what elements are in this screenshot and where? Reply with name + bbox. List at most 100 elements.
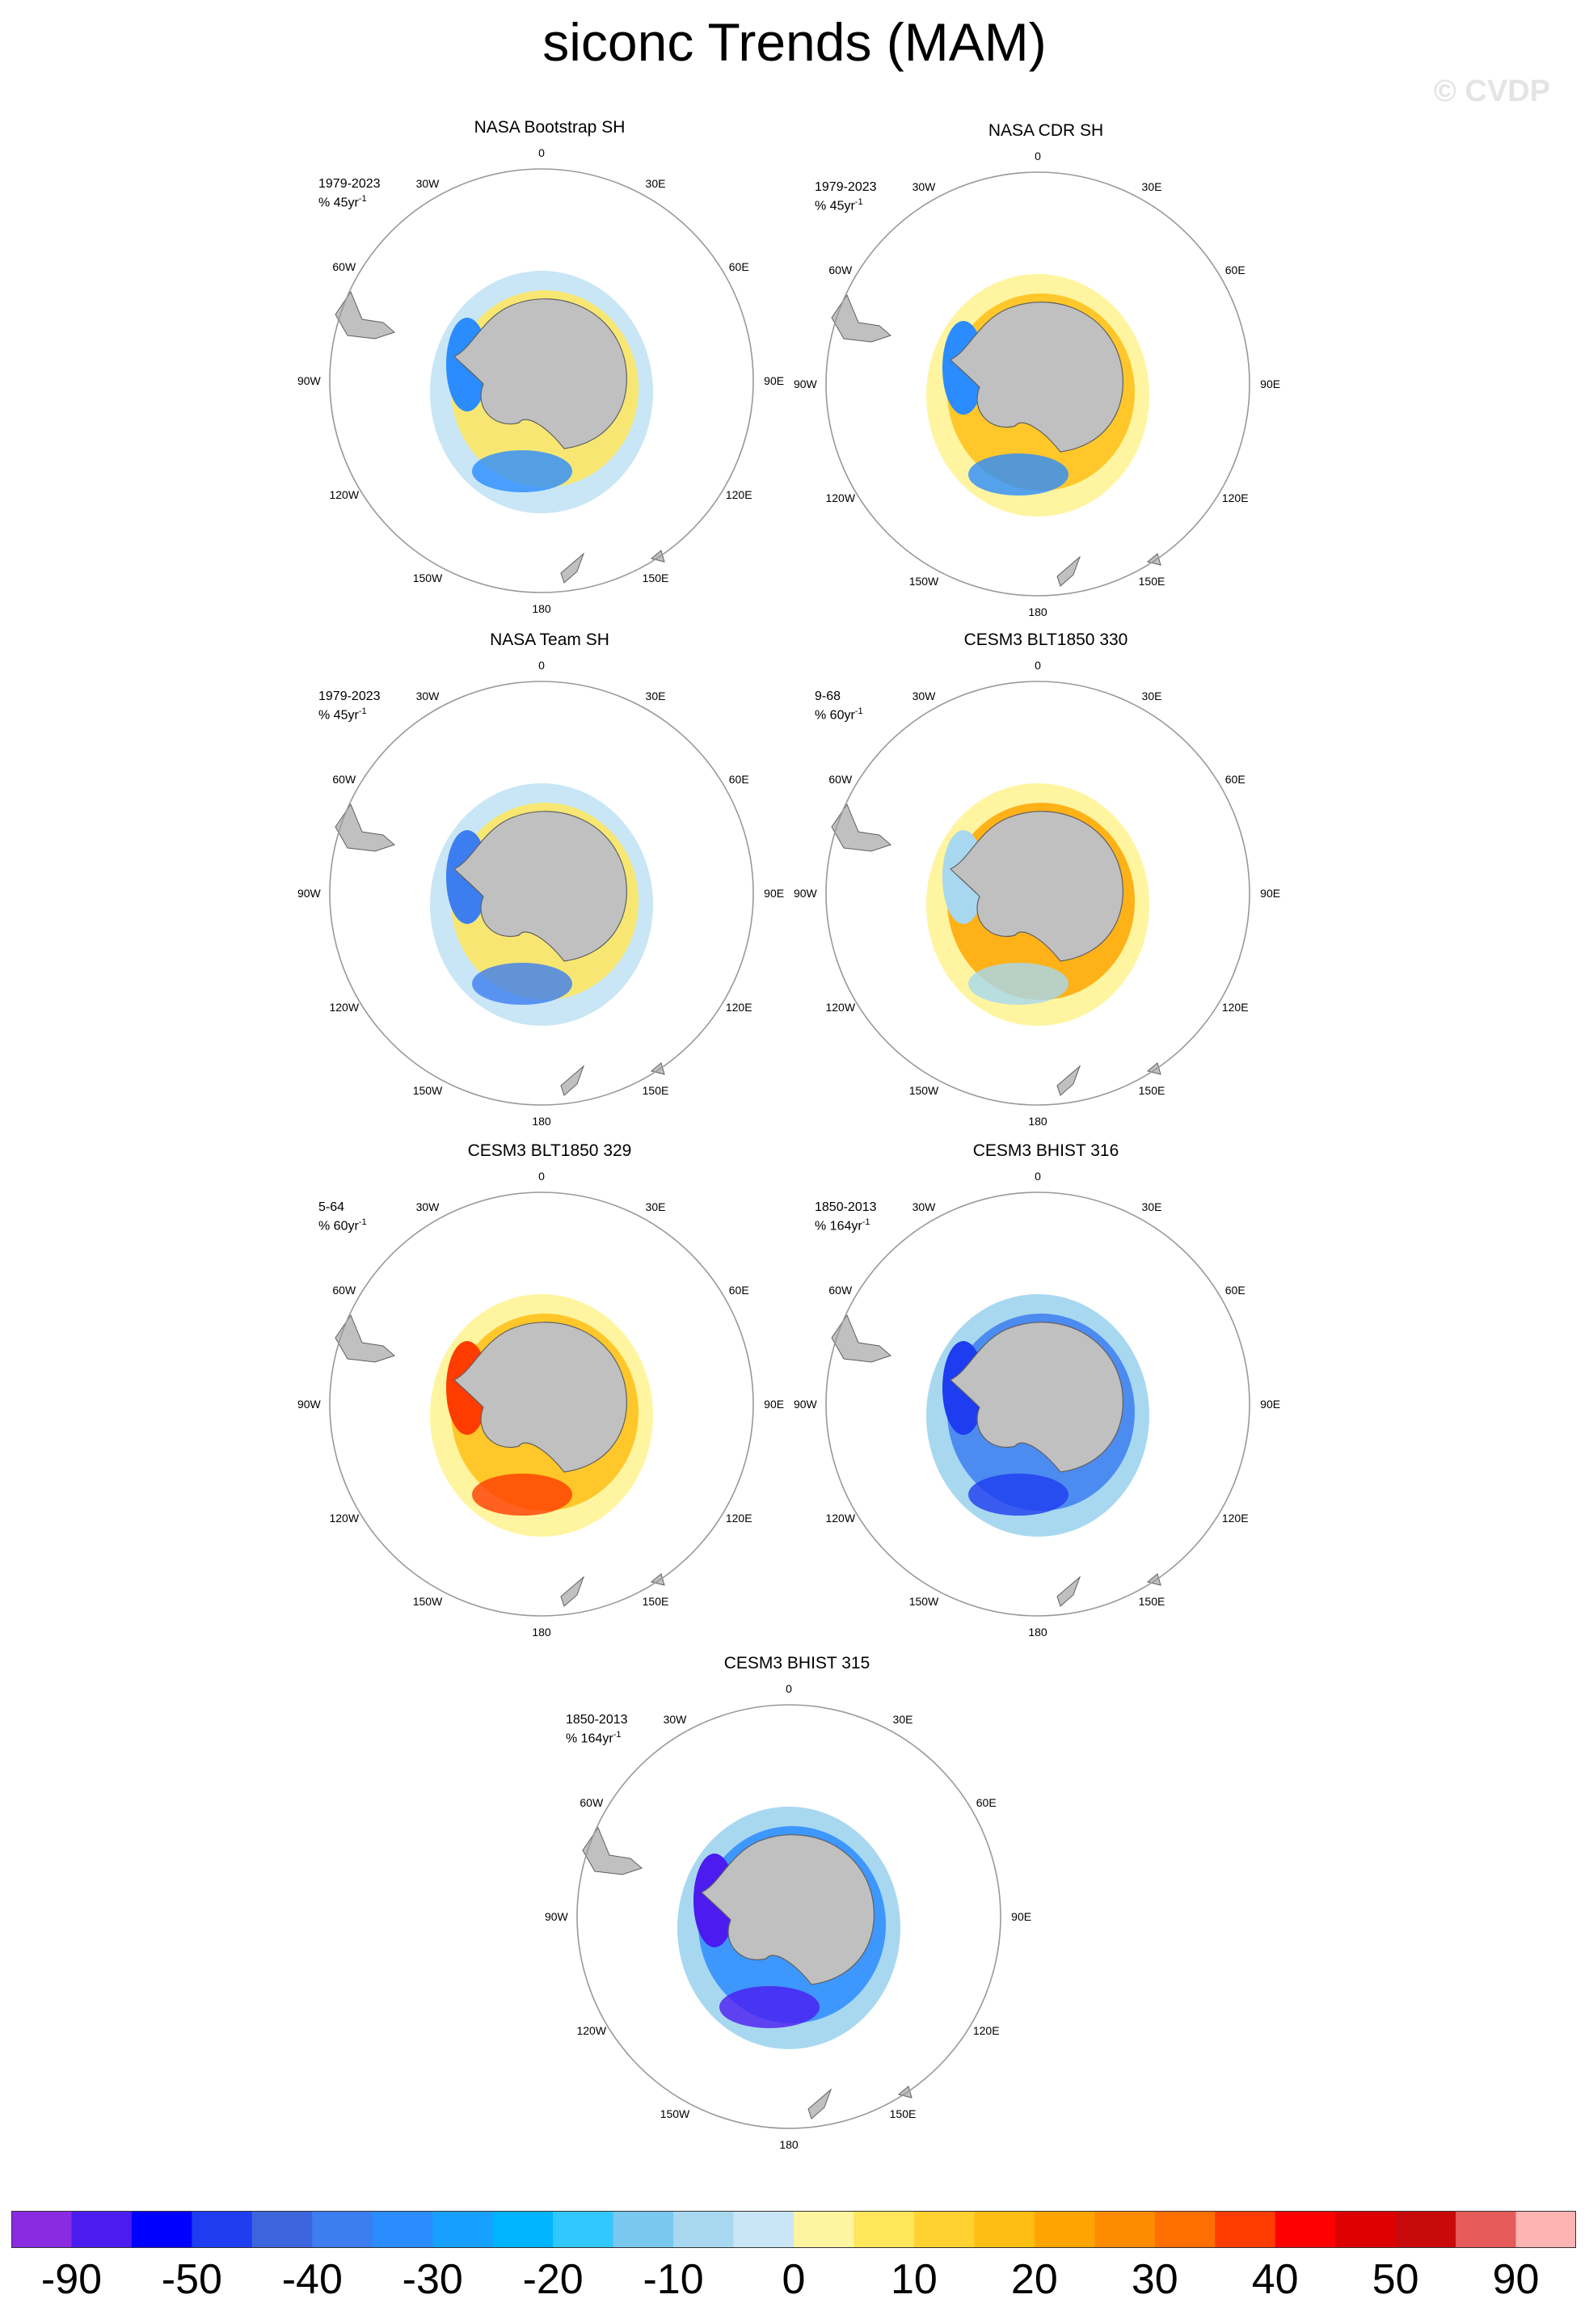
colorbar-swatch xyxy=(733,2211,794,2248)
longitude-label: 90E xyxy=(1260,377,1280,390)
longitude-label: 150W xyxy=(909,1084,939,1097)
colorbar-tick-label: -90 xyxy=(40,2256,103,2303)
figure-title: siconc Trends (MAM) xyxy=(542,12,1047,72)
map-boundary-circle xyxy=(825,681,1250,1106)
longitude-label: 0 xyxy=(1035,150,1041,162)
longitude-label: 120E xyxy=(726,1001,752,1014)
longitude-label: 30W xyxy=(913,1200,937,1213)
longitude-label: 120E xyxy=(726,488,752,501)
longitude-label: 90W xyxy=(545,1910,569,1923)
colorbar-swatch xyxy=(131,2211,192,2248)
colorbar-swatch xyxy=(1094,2211,1156,2248)
longitude-label: 90W xyxy=(297,1398,322,1411)
longitude-label: 120E xyxy=(1222,1001,1249,1014)
trend-field-accent xyxy=(968,1474,1068,1516)
tasmania-landmass xyxy=(650,1062,665,1075)
colorbar-tick-label: 90 xyxy=(1492,2256,1540,2303)
trend-field-accent xyxy=(719,1986,820,2028)
panel-units: % 164yr-1 xyxy=(566,1730,622,1746)
longitude-label: 90E xyxy=(764,374,784,387)
longitude-label: 30W xyxy=(416,177,440,190)
longitude-label: 90E xyxy=(1011,1910,1031,1923)
map-boundary-circle xyxy=(825,171,1250,597)
polar-stereographic-map: 0 30E 60E 90E 120E 150E 180 150W 120W 90W 60W 30W xyxy=(794,659,1280,1128)
panel-years: 1979-2023 xyxy=(815,180,877,194)
colorbar-swatch xyxy=(192,2211,253,2248)
colorbar-swatch xyxy=(1275,2211,1336,2248)
antarctica-landmass xyxy=(949,811,1123,962)
colorbar-swatch xyxy=(794,2211,854,2248)
panel-period-units: 9-68 % 60yr-1 xyxy=(815,689,863,723)
longitude-label: 60W xyxy=(580,1796,604,1809)
longitude-label: 120W xyxy=(329,1512,359,1525)
colorbar-tick-label: -50 xyxy=(161,2256,222,2303)
longitude-label: 60E xyxy=(1225,773,1245,786)
longitude-label: 60E xyxy=(729,773,749,786)
tasmania-landmass xyxy=(650,550,665,563)
polar-stereographic-map: 0 30E 60E 90E 120E 150E 180 150W 120W 90W 60W 30W xyxy=(545,1682,1031,2151)
new-zealand-landmass xyxy=(1056,1065,1081,1096)
longitude-label: 150E xyxy=(643,572,669,584)
colorbar-swatch xyxy=(974,2211,1035,2248)
panel-period-units: 1979-2023 % 45yr-1 xyxy=(318,689,381,723)
longitude-label: 120E xyxy=(1222,491,1249,504)
antarctica-landmass xyxy=(949,1322,1123,1473)
map-panel: CESM3 BLT1850 330 9-68 % 60yr-1 0 30E 60E 90E 1… xyxy=(739,631,1353,1132)
map-panel: CESM3 BHIST 316 1850-2013 % 164yr-1 0 30E 60E… xyxy=(739,1141,1353,1643)
longitude-label: 180 xyxy=(532,602,551,615)
colorbar-swatch xyxy=(1154,2211,1216,2248)
trend-field-accent xyxy=(472,963,572,1005)
colorbar-swatch xyxy=(492,2211,554,2248)
panel-title: CESM3 BHIST 316 xyxy=(972,1141,1119,1160)
longitude-label: 150W xyxy=(413,1595,443,1608)
colorbar-swatch xyxy=(11,2211,72,2248)
panel-period-units: 1979-2023 % 45yr-1 xyxy=(318,176,381,210)
new-zealand-landmass xyxy=(1056,555,1081,587)
longitude-label: 150E xyxy=(890,2107,917,2120)
panel-period-units: 5-64 % 60yr-1 xyxy=(318,1200,367,1234)
new-zealand-landmass xyxy=(1056,1575,1081,1607)
longitude-label: 90E xyxy=(1260,887,1280,900)
map-panel: CESM3 BLT1850 329 5-64 % 60yr-1 0 30E 60E 90E 1… xyxy=(242,1141,857,1643)
map-boundary-circle xyxy=(825,1192,1250,1617)
longitude-label: 90W xyxy=(794,377,818,390)
longitude-label: 90E xyxy=(1260,1398,1280,1411)
longitude-label: 180 xyxy=(1028,1626,1047,1639)
colorbar xyxy=(11,2211,1576,2248)
south-america-landmass xyxy=(335,290,395,340)
longitude-label: 120W xyxy=(825,491,855,504)
longitude-label: 150E xyxy=(643,1084,669,1097)
longitude-label: 30E xyxy=(1142,180,1162,193)
new-zealand-landmass xyxy=(560,1575,585,1607)
south-america-landmass xyxy=(831,1314,891,1363)
map-panel: NASA Team SH 1979-2023 % 45yr-1 0 30E 60E 90E 1… xyxy=(242,631,857,1132)
longitude-label: 60E xyxy=(1225,1284,1245,1297)
longitude-label: 120W xyxy=(825,1512,855,1525)
longitude-label: 60E xyxy=(976,1796,997,1809)
colorbar-tick-label: 50 xyxy=(1372,2256,1419,2303)
longitude-label: 30W xyxy=(913,180,937,193)
colorbar-tick-label: 0 xyxy=(782,2256,806,2303)
longitude-label: 90E xyxy=(764,1398,784,1411)
south-america-landmass xyxy=(831,803,891,852)
colorbar-swatch xyxy=(1034,2211,1095,2248)
panel-years: 1979-2023 xyxy=(318,690,381,703)
longitude-label: 150E xyxy=(643,1595,669,1608)
longitude-label: 0 xyxy=(538,146,545,159)
south-america-landmass xyxy=(335,803,395,852)
longitude-label: 150E xyxy=(1139,1084,1165,1097)
panel-title: CESM3 BLT1850 329 xyxy=(467,1141,632,1160)
longitude-label: 0 xyxy=(786,1682,792,1695)
panel-title: NASA Bootstrap SH xyxy=(474,118,626,137)
longitude-label: 150E xyxy=(1139,575,1165,588)
colorbar-swatch xyxy=(71,2211,133,2248)
colorbar-labels: -90 -50 -40 -30 -20 -10 0 10 20 30 40 50 90 xyxy=(11,2255,1576,2304)
map-boundary-circle xyxy=(576,1704,1001,2129)
colorbar-swatch xyxy=(913,2211,975,2248)
polar-stereographic-map: 0 30E 60E 90E 120E 150E 180 150W 120W 90W 60W 30W xyxy=(297,659,784,1128)
longitude-label: 90W xyxy=(297,374,322,387)
panel-units: % 45yr-1 xyxy=(318,194,367,210)
colorbar-tick-label: 10 xyxy=(891,2256,938,2303)
longitude-label: 180 xyxy=(532,1115,551,1128)
longitude-label: 150W xyxy=(660,2107,690,2120)
